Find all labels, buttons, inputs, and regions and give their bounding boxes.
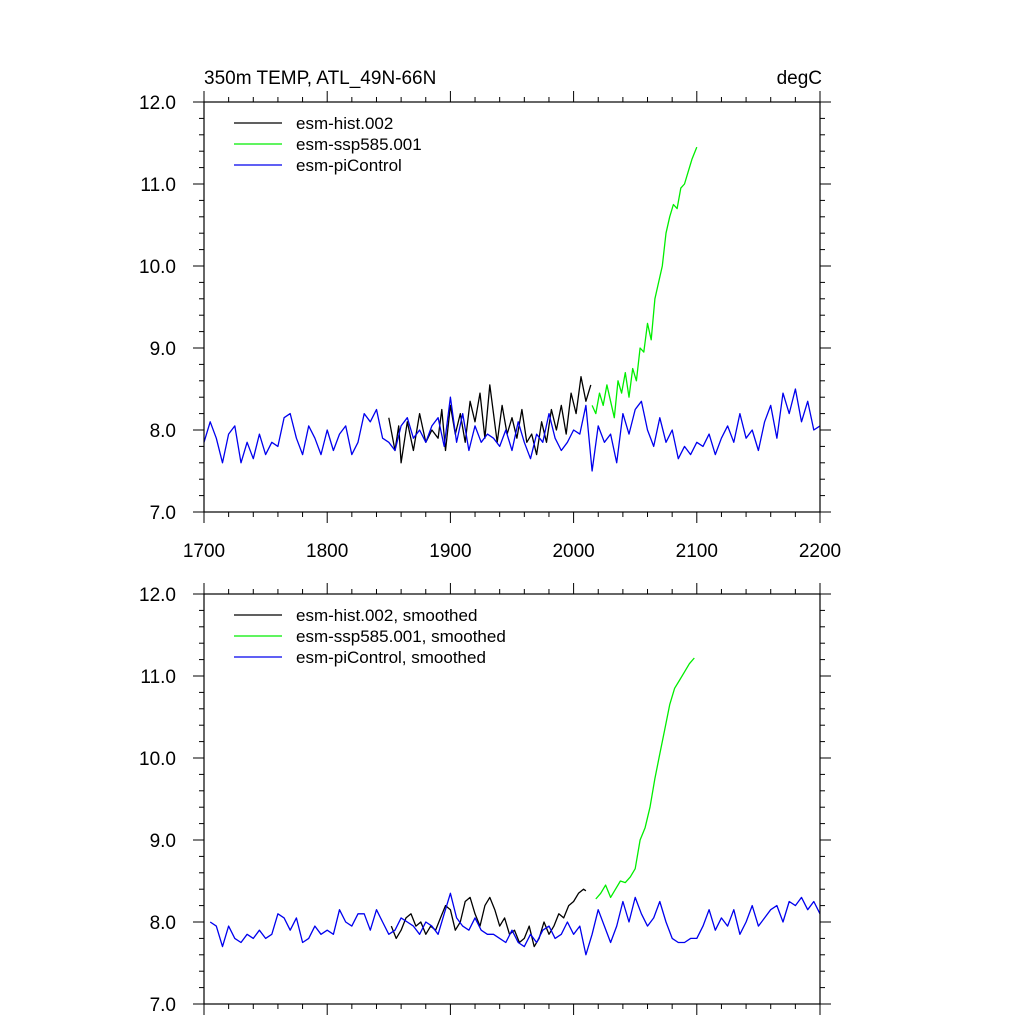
legend-label-1: esm-ssp585.001, smoothed [296,627,506,646]
panel-raw: 7.0 8.0 9.0 10.0 11.0 12.0 1700 1800 1900 2000 210… [139,91,841,562]
series-line-1 [595,657,695,900]
legend-label-2: esm-piControl, smoothed [296,648,486,667]
series-line-0 [388,376,592,464]
x-tick-label: 1900 [429,541,471,562]
panel-smoothed: 7.0 8.0 9.0 10.0 11.0 12.0 esm-hist.002, smoot… [139,583,831,1016]
x-tick-label: 1800 [306,541,348,562]
plot-frame [203,101,821,513]
y-tick-label: 8.0 [150,913,176,934]
series-line-2 [209,892,821,956]
y-tick-label: 12.0 [139,93,176,114]
y-tick-label: 11.0 [140,175,176,196]
units-label: degC [777,68,822,89]
legend-label-0: esm-hist.002 [296,114,393,133]
y-tick-label: 10.0 [139,749,176,770]
y-tick-label: 11.0 [140,667,176,688]
x-tick-label: 2200 [799,541,841,562]
plot-frame [203,593,821,1005]
y-tick-label: 10.0 [139,257,176,278]
series-line-2 [203,388,821,472]
figure-title: 350m TEMP, ATL_49N-66N [204,68,436,89]
y-tick-label: 7.0 [150,995,176,1016]
y-tick-label: 9.0 [150,339,176,360]
legend-label-2: esm-piControl [296,156,402,175]
x-tick-label: 2100 [676,541,718,562]
series-line-1 [591,146,698,419]
series-line-0 [390,888,587,948]
y-tick-label: 9.0 [150,831,176,852]
legend-label-1: esm-ssp585.001 [296,135,422,154]
y-tick-label: 12.0 [139,585,176,606]
x-tick-label: 1700 [183,541,225,562]
y-tick-label: 7.0 [150,503,176,524]
x-tick-label: 2000 [552,541,594,562]
legend-label-0: esm-hist.002, smoothed [296,606,477,625]
y-tick-label: 8.0 [150,421,176,442]
